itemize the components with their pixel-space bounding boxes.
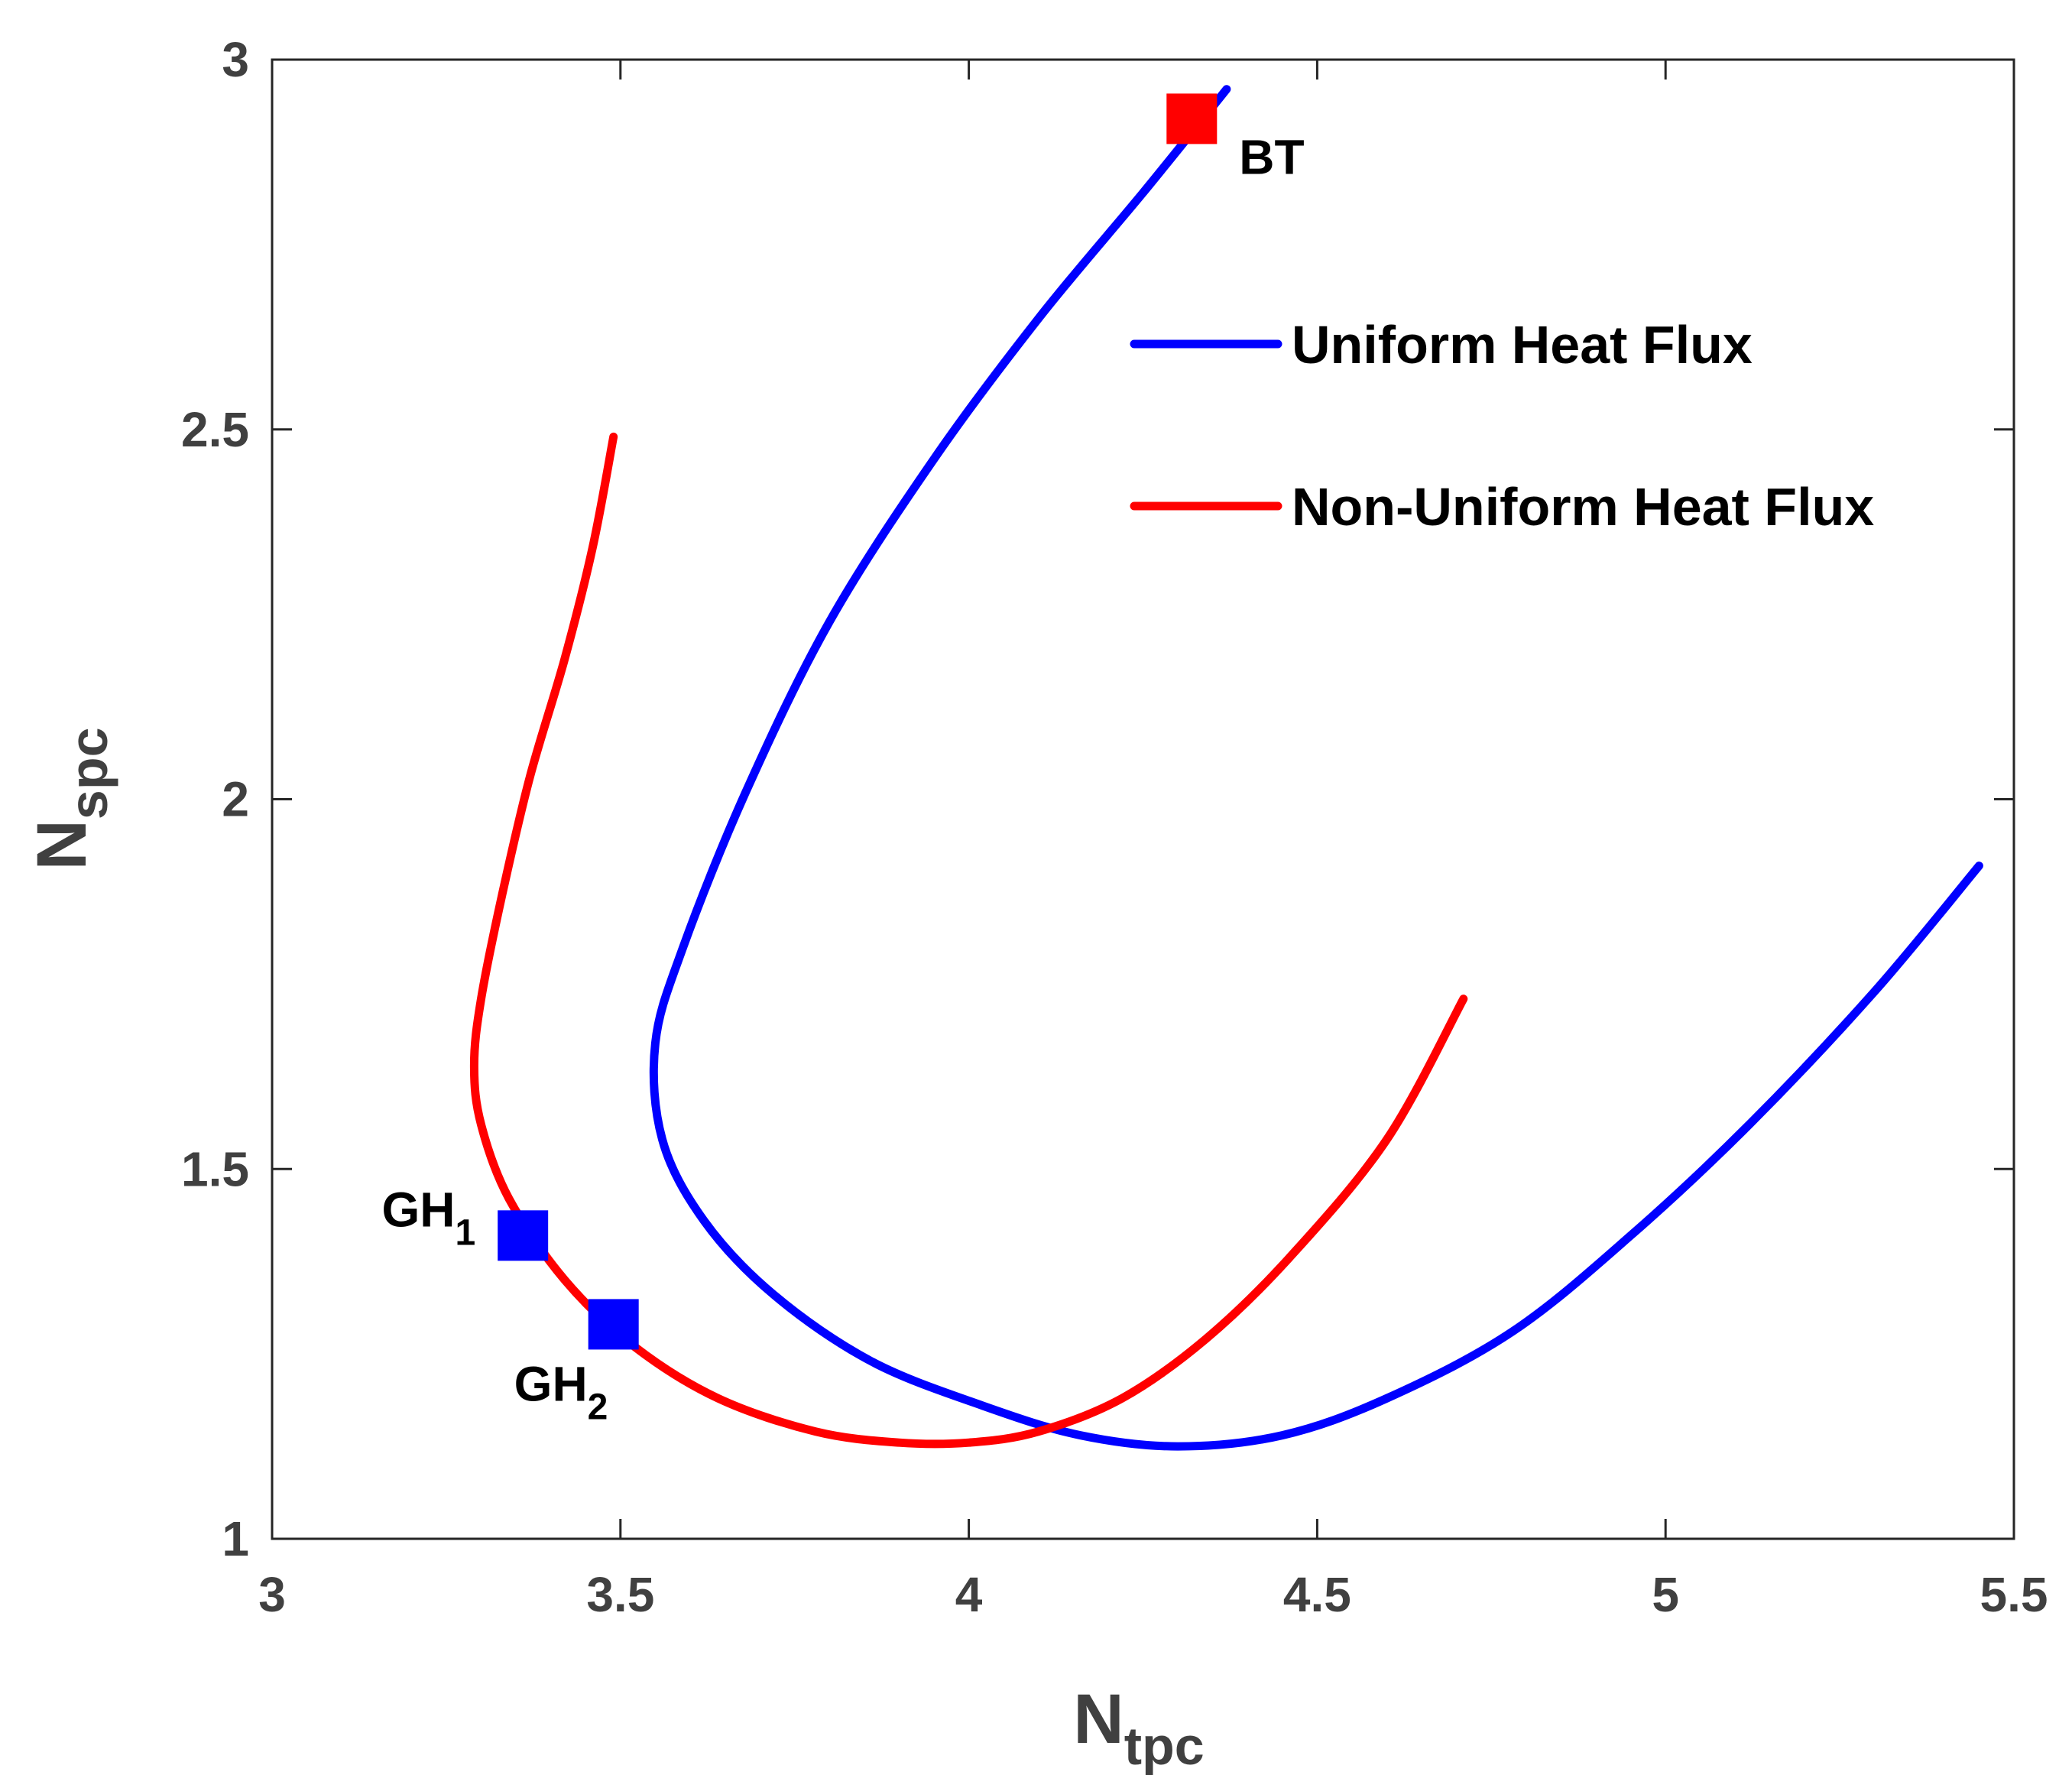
marker-label-gh1: GH1 bbox=[381, 1182, 475, 1253]
marker-label-sub: 2 bbox=[588, 1387, 608, 1427]
y-axis-label: Nspc bbox=[23, 727, 118, 870]
x-axis-label-main: N bbox=[1073, 1680, 1124, 1758]
y-tick-label: 3 bbox=[222, 32, 249, 87]
x-axis-label-sub: tpc bbox=[1124, 1716, 1205, 1775]
marker-label-main: GH bbox=[381, 1182, 455, 1237]
plot-background bbox=[272, 60, 2014, 1539]
x-tick-label: 3.5 bbox=[586, 1567, 654, 1622]
legend-label-0: Uniform Heat Flux bbox=[1292, 315, 1753, 375]
legend-label-1: Non-Uniform Heat Flux bbox=[1292, 477, 1874, 537]
ticks: 3 3.5 4 4.5 5 5.5 1 1.5 2 2.5 3 bbox=[181, 32, 2048, 1622]
y-axis-label-main: N bbox=[23, 819, 101, 870]
marker-label-bt: BT bbox=[1239, 129, 1304, 184]
marker-gh2 bbox=[588, 1299, 639, 1350]
legend: Uniform Heat Flux Non-Uniform Heat Flux bbox=[1130, 315, 1874, 537]
x-tick-label: 5.5 bbox=[1980, 1567, 2048, 1622]
marker-label-main: GH bbox=[514, 1356, 588, 1411]
y-axis-label-sub: spc bbox=[59, 727, 118, 819]
y-tick-label: 2.5 bbox=[181, 402, 249, 457]
plot-frame bbox=[271, 58, 2015, 1540]
marker-label-sub: 1 bbox=[455, 1212, 475, 1253]
y-tick-label: 1 bbox=[222, 1511, 249, 1566]
x-tick-label: 5 bbox=[1652, 1567, 1679, 1622]
marker-gh1 bbox=[498, 1210, 549, 1261]
x-tick-label: 3 bbox=[258, 1567, 286, 1622]
marker-bt bbox=[1166, 93, 1218, 144]
x-axis-label: Ntpc bbox=[1073, 1680, 1204, 1775]
marker-label-gh2: GH2 bbox=[514, 1356, 608, 1427]
marker-label-main: BT bbox=[1239, 129, 1304, 184]
y-tick-label: 1.5 bbox=[181, 1141, 249, 1196]
y-tick-label: 2 bbox=[222, 772, 249, 827]
x-tick-label: 4.5 bbox=[1283, 1567, 1351, 1622]
x-tick-label: 4 bbox=[955, 1567, 983, 1622]
series-line-0 bbox=[649, 85, 1983, 1451]
